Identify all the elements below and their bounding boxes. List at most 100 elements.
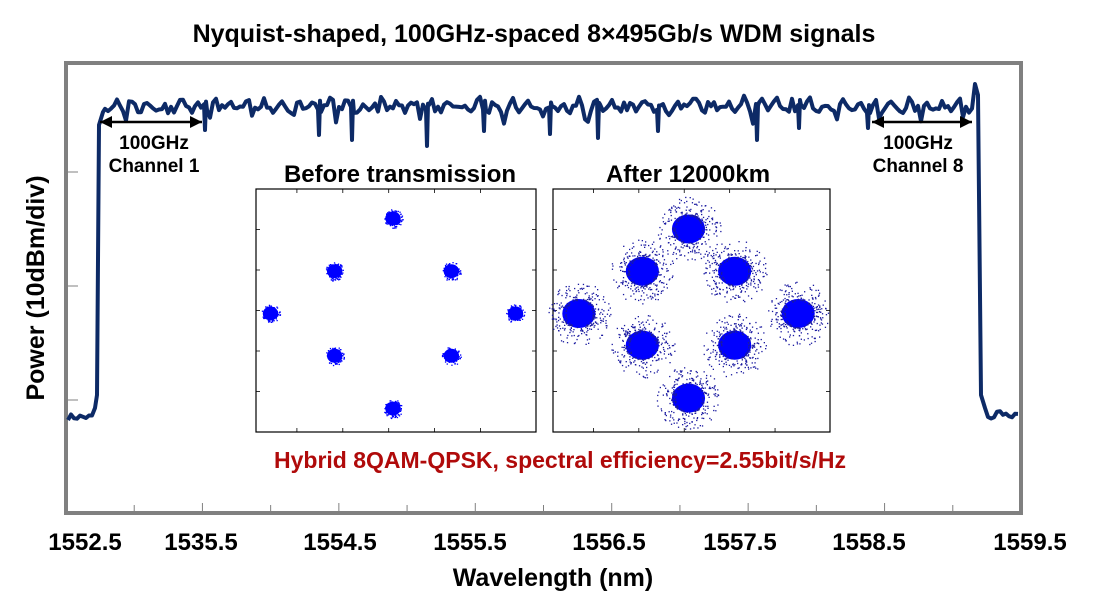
noise-sample (617, 287, 619, 289)
noise-sample (682, 414, 684, 416)
noise-sample (696, 417, 698, 420)
noise-sample (696, 247, 698, 249)
noise-sample (523, 314, 526, 316)
noise-sample (520, 317, 522, 319)
noise-sample (747, 263, 750, 265)
noise-sample (334, 279, 336, 281)
noise-sample (613, 279, 615, 281)
noise-sample (736, 360, 738, 362)
noise-sample (725, 355, 727, 357)
noise-sample (669, 375, 671, 378)
noise-sample (649, 289, 652, 291)
noise-sample (707, 358, 709, 361)
noise-sample (274, 307, 276, 310)
noise-sample (647, 357, 649, 360)
noise-sample (727, 323, 729, 325)
noise-sample (552, 317, 555, 320)
noise-sample (279, 314, 282, 316)
noise-sample (827, 312, 830, 314)
noise-sample (738, 313, 741, 315)
noise-sample (658, 260, 660, 262)
noise-sample (714, 223, 716, 225)
noise-sample (662, 337, 664, 339)
noise-sample (662, 264, 664, 266)
noise-sample (745, 247, 747, 249)
noise-sample (714, 210, 716, 212)
noise-sample (637, 255, 639, 258)
noise-sample (665, 335, 667, 338)
noise-sample (701, 218, 703, 220)
noise-sample (758, 279, 760, 282)
noise-sample (626, 256, 629, 258)
noise-sample (750, 259, 752, 261)
noise-sample (656, 339, 659, 341)
noise-sample (644, 255, 646, 257)
arrow-left-icon (872, 116, 884, 128)
noise-sample (666, 268, 668, 270)
noise-sample (640, 295, 643, 297)
noise-sample (813, 321, 815, 323)
noise-sample (723, 330, 725, 332)
noise-sample (707, 393, 710, 395)
noise-sample (459, 273, 461, 275)
noise-sample (654, 328, 656, 330)
noise-sample (807, 324, 809, 326)
x-tick-label: 1552.5 (48, 529, 121, 556)
noise-sample (701, 233, 703, 235)
noise-sample (715, 226, 717, 228)
noise-sample (624, 332, 626, 335)
noise-sample (799, 328, 801, 330)
noise-sample (672, 344, 675, 347)
noise-sample (576, 296, 578, 298)
noise-sample (785, 340, 787, 342)
noise-sample (696, 371, 698, 374)
noise-sample (679, 207, 681, 209)
noise-sample (385, 222, 387, 224)
noise-sample (600, 311, 602, 314)
noise-sample (587, 301, 589, 303)
noise-sample (663, 259, 666, 261)
noise-sample (672, 227, 674, 229)
noise-sample (675, 406, 678, 408)
noise-sample (661, 358, 663, 360)
noise-sample (746, 288, 748, 290)
noise-sample (737, 295, 739, 297)
noise-sample (734, 297, 736, 299)
noise-sample (445, 274, 447, 276)
noise-sample (573, 329, 575, 331)
noise-sample (274, 308, 276, 310)
noise-sample (677, 378, 680, 380)
noise-sample (449, 263, 451, 265)
noise-sample (628, 336, 630, 339)
noise-sample (515, 304, 517, 307)
noise-sample (755, 272, 757, 274)
noise-sample (326, 269, 328, 271)
noise-sample (656, 338, 659, 340)
noise-sample (270, 306, 272, 308)
noise-sample (745, 353, 747, 355)
noise-sample (656, 400, 659, 402)
noise-sample (680, 246, 682, 248)
noise-sample (601, 334, 603, 336)
noise-sample (512, 319, 514, 321)
noise-sample (397, 400, 399, 402)
noise-sample (627, 348, 629, 350)
noise-sample (340, 276, 342, 278)
noise-sample (732, 296, 734, 298)
noise-sample (656, 251, 658, 253)
noise-sample (628, 333, 631, 335)
noise-sample (689, 247, 691, 249)
noise-sample (594, 298, 596, 300)
noise-sample (633, 326, 635, 328)
noise-sample (703, 417, 705, 420)
noise-sample (392, 227, 394, 229)
noise-sample (764, 267, 767, 270)
noise-sample (620, 269, 622, 272)
noise-sample (722, 338, 725, 340)
noise-sample (329, 276, 331, 278)
noise-sample (638, 365, 641, 367)
noise-sample (560, 306, 562, 308)
noise-sample (739, 329, 741, 331)
noise-sample (676, 407, 678, 409)
noise-sample (775, 312, 777, 314)
